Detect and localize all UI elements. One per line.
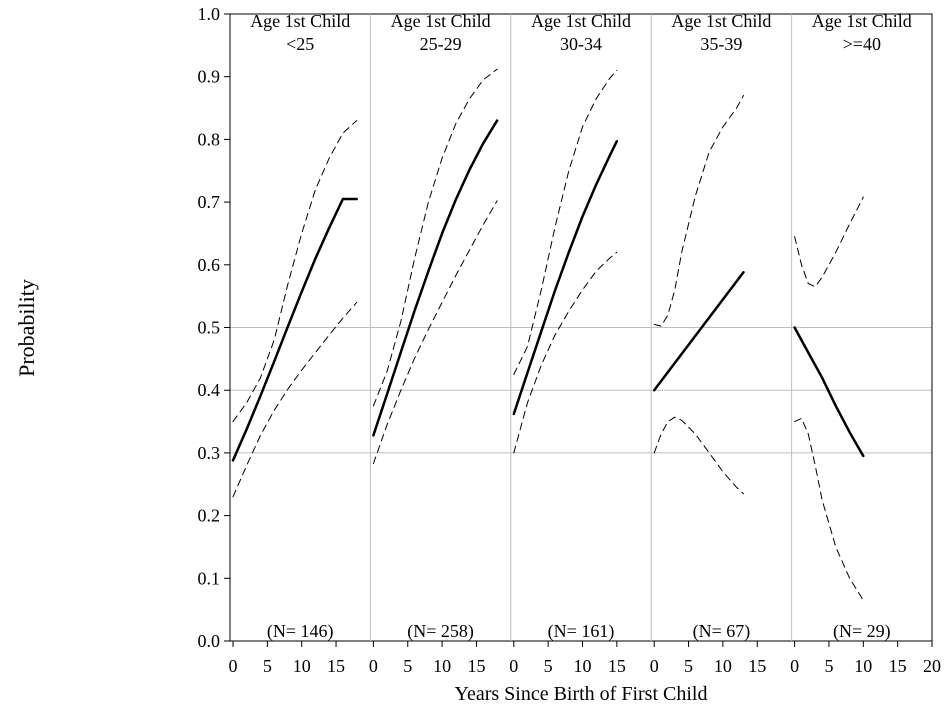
x-tick-label: 15 [608, 656, 626, 676]
panel-subtitle: 35-39 [700, 34, 742, 54]
x-tick-label: 0 [229, 656, 238, 676]
ci-lower-line [653, 416, 744, 495]
panel-subtitle: 25-29 [420, 34, 462, 54]
reference-lines [230, 327, 932, 454]
panel: Age 1st Child 35-39 (N= 67) [652, 11, 771, 642]
x-tick-label: 0 [650, 656, 659, 676]
x-tick-label: 0 [790, 656, 799, 676]
ci-lower-line [372, 200, 498, 465]
panel-subtitle: >=40 [843, 34, 881, 54]
axes: 0.0 0.1 0.2 0.3 0.4 0.5 0.6 0.7 0.8 0.9 1.0 0 5 10 15 0… [198, 4, 942, 676]
x-tick-label: 5 [263, 656, 272, 676]
panel: Age 1st Child <25 (N= 146) [231, 11, 358, 642]
x-tick-label: 10 [293, 656, 311, 676]
x-tick-label: 5 [824, 656, 833, 676]
y-tick-label: 0.6 [198, 255, 221, 275]
panel-title: Age 1st Child [250, 11, 350, 31]
panel-subtitle: 30-34 [560, 34, 602, 54]
y-tick-label: 0.5 [198, 318, 221, 338]
panel-n-label: (N= 161) [548, 621, 615, 642]
panel-n-label: (N= 258) [407, 621, 474, 642]
panel-title: Age 1st Child [391, 11, 491, 31]
y-tick-label: 0.3 [198, 443, 221, 463]
estimate-line [793, 326, 865, 458]
panel-n-label: (N= 146) [267, 621, 334, 642]
x-tick-label: 15 [748, 656, 766, 676]
x-tick-label: 15 [327, 656, 345, 676]
x-tick-label: 5 [544, 656, 553, 676]
ci-upper-line [513, 69, 618, 375]
x-tick-label: 20 [923, 656, 941, 676]
panels: Age 1st Child <25 (N= 146) Age 1st Child 25-… [231, 11, 912, 642]
x-tick-label: 15 [889, 656, 907, 676]
y-tick-label: 0.4 [198, 380, 221, 400]
x-tick-label: 5 [403, 656, 412, 676]
ci-lower-line [232, 301, 358, 498]
panel-n-label: (N= 67) [693, 621, 751, 642]
panel: Age 1st Child 30-34 (N= 161) [512, 11, 631, 642]
y-tick-label: 0.0 [198, 631, 221, 651]
estimate-line [231, 197, 358, 462]
x-tick-label: 10 [714, 656, 732, 676]
ci-upper-line [372, 68, 498, 407]
panel-title: Age 1st Child [531, 11, 631, 31]
x-axis-label: Years Since Birth of First Child [455, 683, 708, 705]
ci-lower-line [794, 417, 864, 601]
estimate-line [372, 119, 499, 437]
panel-title: Age 1st Child [671, 11, 771, 31]
panel-title: Age 1st Child [812, 11, 912, 31]
y-tick-label: 0.2 [198, 506, 221, 526]
ci-upper-line [794, 196, 864, 288]
ci-upper-line [232, 120, 358, 423]
y-axis-label: Probability [14, 279, 39, 377]
x-tick-label: 15 [467, 656, 485, 676]
x-tick-label: 5 [684, 656, 693, 676]
estimate-line [512, 140, 619, 416]
estimate-line [652, 271, 745, 392]
y-tick-label: 0.8 [198, 129, 221, 149]
x-tick-label: 10 [433, 656, 451, 676]
y-tick-label: 0.7 [198, 192, 221, 212]
ci-upper-line [653, 95, 744, 327]
y-tick-label: 0.9 [198, 67, 221, 87]
y-tick-label: 1.0 [198, 4, 221, 24]
x-tick-label: 10 [574, 656, 592, 676]
x-tick-label: 0 [369, 656, 378, 676]
panel-n-label: (N= 29) [833, 621, 891, 642]
ci-lower-line [513, 251, 618, 454]
panel: Age 1st Child >=40 (N= 29) [793, 11, 912, 642]
y-tick-label: 0.1 [198, 568, 221, 588]
panel: Age 1st Child 25-29 (N= 258) [372, 11, 499, 642]
x-tick-label: 10 [854, 656, 872, 676]
panel-subtitle: <25 [286, 34, 314, 54]
x-tick-label: 0 [509, 656, 518, 676]
